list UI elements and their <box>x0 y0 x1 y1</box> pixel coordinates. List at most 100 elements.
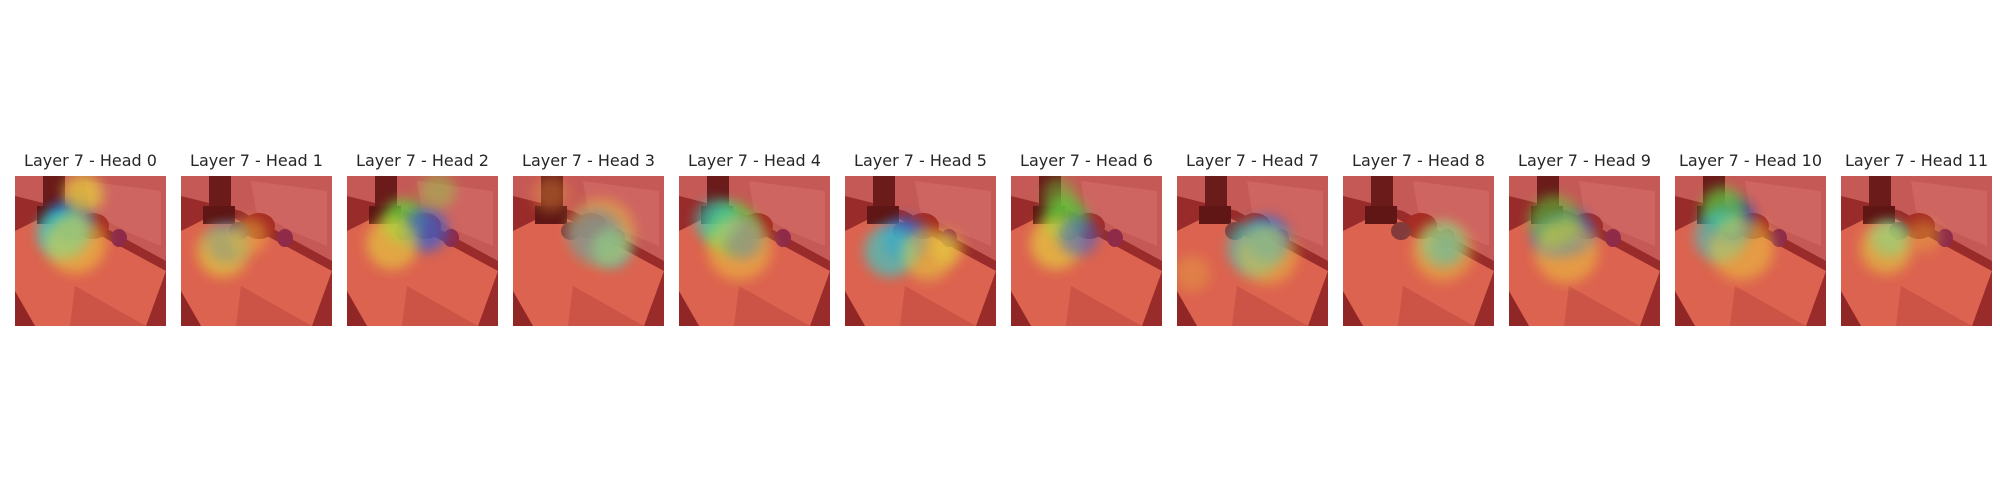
cabinet-front <box>181 291 201 326</box>
cabinet-door <box>749 181 825 246</box>
cabinet-front <box>1011 291 1031 326</box>
attention-panel: Layer 7 - Head 10 <box>1675 150 1826 326</box>
attention-heatmap-image <box>15 176 166 326</box>
countertop <box>513 211 664 326</box>
panel-title: Layer 7 - Head 6 <box>1020 151 1153 170</box>
heat-spot <box>1534 219 1599 283</box>
attention-heatmap-image <box>1675 176 1826 326</box>
heat-spot <box>864 225 917 277</box>
robot-gripper <box>1199 206 1231 224</box>
attention-panel: Layer 7 - Head 4 <box>679 150 830 326</box>
cabinet-front <box>1343 291 1363 326</box>
panel-title: Layer 7 - Head 4 <box>688 151 821 170</box>
attention-panel: Layer 7 - Head 11 <box>1841 150 1992 326</box>
cabinet-front-panel <box>568 286 644 326</box>
heat-spot <box>532 176 569 212</box>
cabinet-front-panel <box>1730 286 1806 326</box>
cabinet-door <box>251 181 327 246</box>
cup-object <box>277 229 293 247</box>
panel-title: Layer 7 - Head 11 <box>1844 151 1989 170</box>
attention-heatmap-image <box>513 176 664 326</box>
cabinet-door <box>85 181 161 246</box>
attention-panel: Layer 7 - Head 3 <box>513 150 664 326</box>
cabinet-front-panel <box>1398 286 1474 326</box>
cabinet-door <box>1745 181 1821 246</box>
heat-spot <box>1709 216 1774 280</box>
robot-arm <box>1869 176 1891 214</box>
cabinet-front <box>1509 291 1529 326</box>
panel-title: Layer 7 - Head 1 <box>190 151 323 170</box>
cabinet-front-panel <box>1564 286 1640 326</box>
attention-heatmap-image <box>679 176 830 326</box>
attention-panel: Layer 7 - Head 8 <box>1343 150 1494 326</box>
cabinet-front-panel <box>236 286 312 326</box>
attention-panel: Layer 7 - Head 5 <box>845 150 996 326</box>
cabinet-front-panel <box>70 286 146 326</box>
attention-panel: Layer 7 - Head 2 <box>347 150 498 326</box>
panel-title: Layer 7 - Head 3 <box>522 151 655 170</box>
dark-object <box>1391 222 1411 240</box>
attention-panel: Layer 7 - Head 7 <box>1177 150 1328 326</box>
attention-heatmap-image <box>347 176 498 326</box>
cabinet-door <box>1579 181 1655 246</box>
cabinet-front-panel <box>1232 286 1308 326</box>
cabinet-door <box>1247 181 1323 246</box>
cabinet-front <box>845 291 865 326</box>
attention-heatmap-image <box>845 176 996 326</box>
robot-arm <box>873 176 895 214</box>
heat-spot <box>1908 220 1941 252</box>
heat-spot <box>1412 221 1473 281</box>
panel-title: Layer 7 - Head 10 <box>1678 151 1823 170</box>
cabinet-front-panel <box>1896 286 1972 326</box>
cabinet-front <box>1841 291 1861 326</box>
cabinet-door <box>915 181 991 246</box>
panel-title: Layer 7 - Head 0 <box>24 151 157 170</box>
robot-gripper <box>867 206 899 224</box>
panel-title: Layer 7 - Head 9 <box>1518 151 1651 170</box>
cabinet-front <box>513 291 533 326</box>
cup-object <box>111 229 127 247</box>
cabinet-front <box>1177 291 1197 326</box>
heat-spot <box>1043 178 1076 210</box>
cabinet-front-panel <box>1066 286 1142 326</box>
robot-arm <box>1205 176 1227 214</box>
panel-title: Layer 7 - Head 8 <box>1352 151 1485 170</box>
attention-panel: Layer 7 - Head 1 <box>181 150 332 326</box>
cabinet-front-panel <box>734 286 810 326</box>
cabinet-door <box>1081 181 1157 246</box>
cabinet-front <box>1675 291 1695 326</box>
robot-gripper <box>1365 206 1397 224</box>
cabinet-door <box>1911 181 1987 246</box>
robot-gripper <box>535 206 567 224</box>
heat-spot <box>1058 216 1099 256</box>
panel-title: Layer 7 - Head 2 <box>356 151 489 170</box>
cup-object <box>1605 229 1621 247</box>
attention-heatmap-image <box>1509 176 1660 326</box>
heat-spot <box>62 176 103 214</box>
cabinet-front-panel <box>402 286 478 326</box>
robot-gripper <box>203 206 235 224</box>
attention-heatmap-image <box>1011 176 1162 326</box>
heat-spot <box>566 199 635 267</box>
attention-heatmap-image <box>1343 176 1494 326</box>
attention-panel: Layer 7 - Head 9 <box>1509 150 1660 326</box>
heat-spot <box>931 232 964 264</box>
robot-arm <box>209 176 231 214</box>
attention-panels: Layer 7 - Head 0 Layer 7 - Head 1 Layer 7 … <box>15 150 1992 326</box>
heat-spot <box>366 217 419 270</box>
panel-title: Layer 7 - Head 7 <box>1186 151 1319 170</box>
attention-heatmap-image <box>1177 176 1328 326</box>
attention-heatmap-image <box>181 176 332 326</box>
cabinet-front <box>347 291 367 326</box>
robot-arm <box>1371 176 1393 214</box>
cabinet-front <box>15 291 35 326</box>
cabinet-front <box>679 291 699 326</box>
cup-object <box>1771 229 1787 247</box>
heat-spot <box>419 176 456 209</box>
attention-heatmap-image <box>1841 176 1992 326</box>
heat-spot <box>230 218 267 254</box>
attention-panel: Layer 7 - Head 0 <box>15 150 166 326</box>
robot-gripper <box>1863 206 1895 224</box>
cabinet-door <box>1413 181 1489 246</box>
heat-spot <box>707 216 772 280</box>
